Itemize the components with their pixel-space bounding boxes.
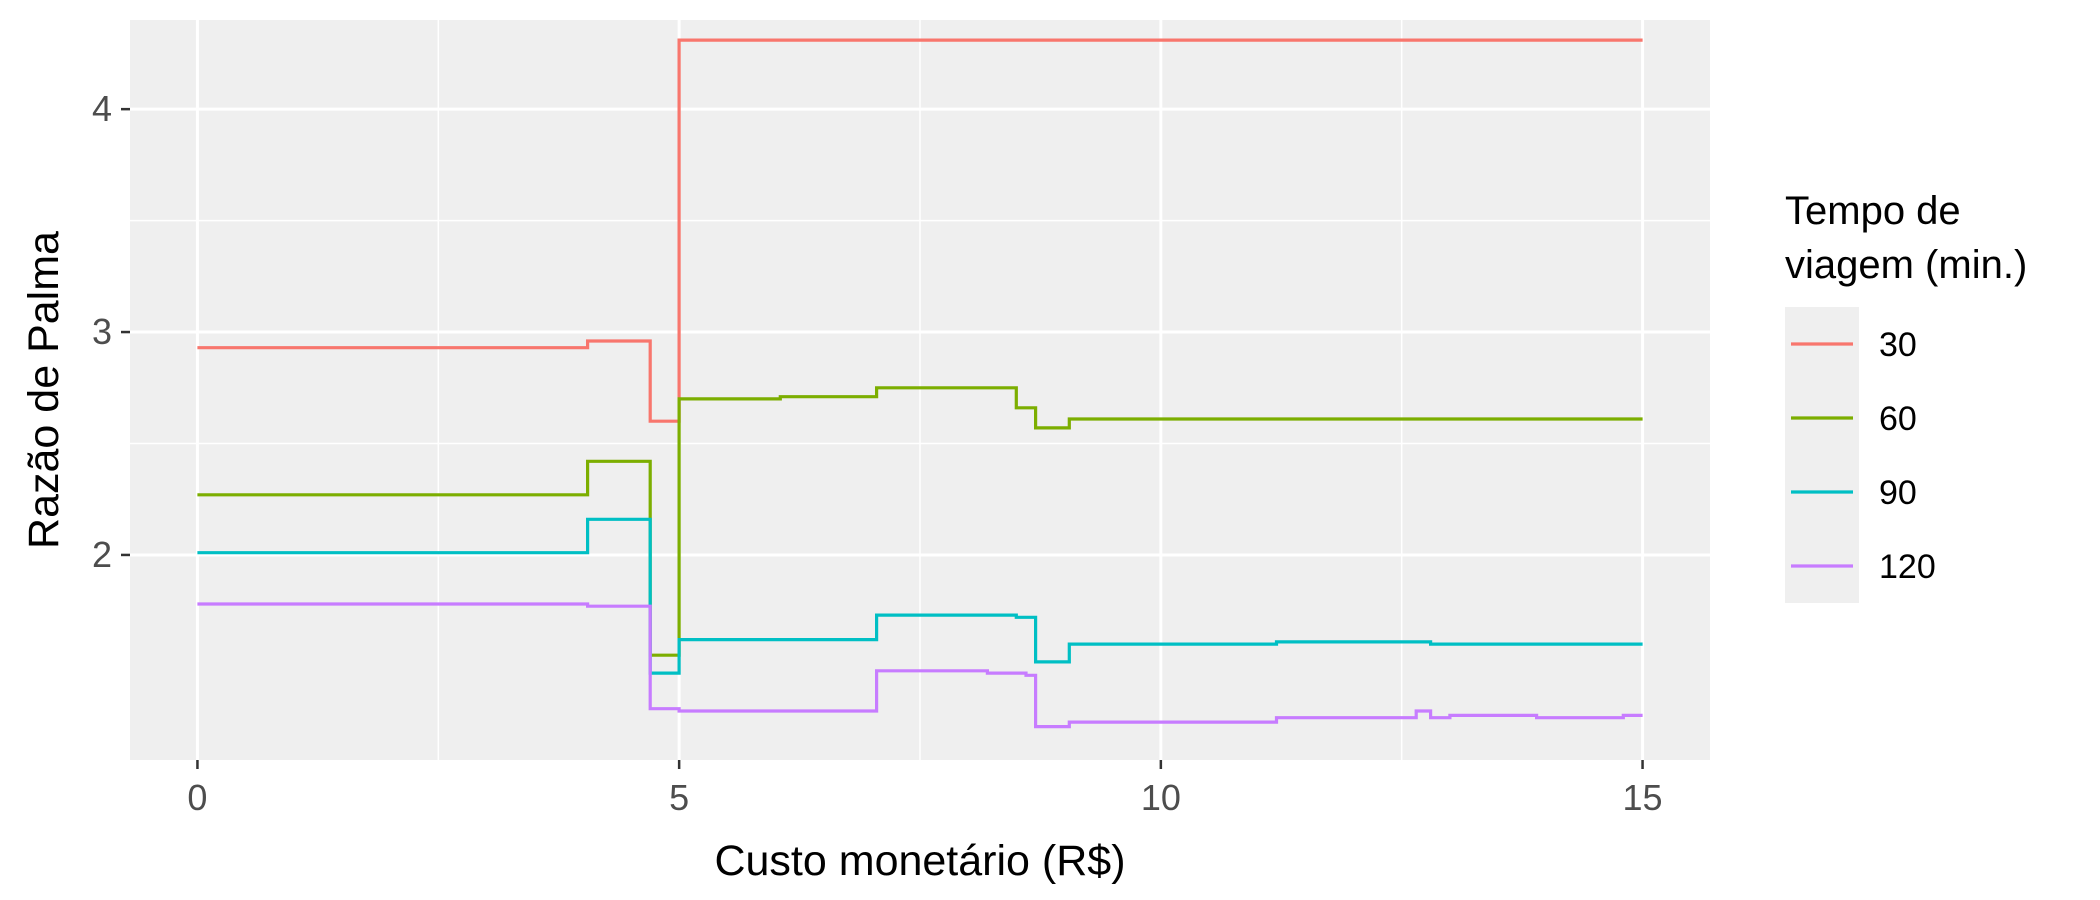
x-tick-label: 15 (1623, 777, 1663, 818)
x-tick-label: 10 (1141, 777, 1181, 818)
y-tick-label: 2 (92, 534, 112, 575)
legend-items: 30 60 90 120 (1791, 326, 1936, 586)
legend: Tempo de viagem (min.) 30 60 90 120 (1785, 189, 2027, 603)
series-line-60 (197, 386, 1643, 657)
x-axis: 0 5 10 15 (187, 760, 1663, 818)
y-tick-label: 3 (92, 311, 112, 352)
series-line-90 (197, 517, 1643, 675)
minor-gridlines (130, 20, 1710, 760)
series-line-30 (197, 38, 1643, 423)
y-axis-title: Razão de Palma (20, 231, 68, 549)
legend-label-120: 120 (1879, 548, 1936, 586)
x-axis-title: Custo monetário (R$) (714, 837, 1125, 885)
legend-title-line-1: Tempo de (1785, 189, 1961, 233)
y-axis: 2 3 4 (92, 88, 130, 575)
x-tick-label: 5 (669, 777, 689, 818)
legend-label-30: 30 (1879, 326, 1917, 364)
series-line-120 (197, 602, 1643, 729)
legend-key-background (1785, 307, 1859, 603)
y-tick-label: 4 (92, 88, 112, 129)
legend-title-line-2: viagem (min.) (1785, 243, 2027, 287)
legend-label-90: 90 (1879, 474, 1917, 512)
x-tick-label: 0 (187, 777, 207, 818)
series-lines (197, 38, 1643, 729)
legend-label-60: 60 (1879, 400, 1917, 438)
